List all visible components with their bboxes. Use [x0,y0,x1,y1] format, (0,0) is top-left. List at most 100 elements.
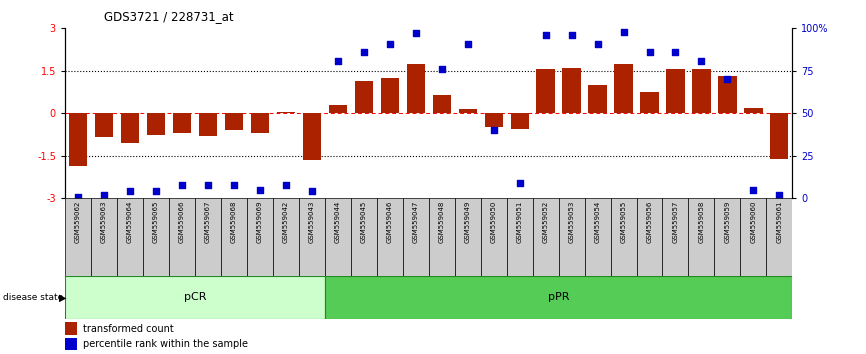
Bar [251,113,268,133]
Text: GSM559054: GSM559054 [595,201,600,243]
Text: pCR: pCR [184,292,206,302]
Point [435,66,449,72]
Point [461,41,475,46]
Bar [328,105,346,113]
Text: transformed count: transformed count [83,324,174,333]
Bar [403,198,429,276]
Text: GSM559051: GSM559051 [517,201,522,243]
Text: ▶: ▶ [59,292,67,302]
Bar [65,322,76,335]
Bar [637,198,662,276]
Bar [354,81,372,113]
Bar [770,113,788,159]
Point [383,41,397,46]
Bar [611,198,637,276]
Bar [719,76,736,113]
Text: GSM559057: GSM559057 [673,201,678,243]
Text: GDS3721 / 228731_at: GDS3721 / 228731_at [104,10,234,23]
Text: pPR: pPR [548,292,569,302]
Text: GSM559043: GSM559043 [309,201,314,243]
Point [175,182,189,188]
Bar [562,68,580,113]
Point [331,58,345,63]
Bar [325,198,351,276]
Text: GSM559049: GSM559049 [465,201,470,243]
Bar [662,198,688,276]
Point [539,32,553,38]
Text: GSM559064: GSM559064 [127,201,132,243]
Point [409,30,423,36]
Text: GSM559044: GSM559044 [335,201,340,243]
Bar [195,198,221,276]
Text: GSM559047: GSM559047 [413,201,418,243]
Bar [377,198,403,276]
Point [97,192,111,198]
Bar [198,113,216,136]
Text: GSM559055: GSM559055 [621,201,626,243]
Point [305,189,319,194]
Text: GSM559066: GSM559066 [179,201,184,243]
Text: GSM559042: GSM559042 [283,201,288,243]
Bar [766,198,792,276]
Point [357,49,371,55]
Text: GSM559050: GSM559050 [491,201,496,243]
Bar [351,198,377,276]
Point [591,41,604,46]
Bar [559,198,585,276]
Point [772,192,786,198]
Bar [588,85,606,113]
Bar [172,113,191,133]
Text: GSM559056: GSM559056 [647,201,652,243]
Point [617,29,630,35]
Bar [507,198,533,276]
Point [227,182,241,188]
Bar [95,113,113,137]
Text: GSM559058: GSM559058 [699,201,704,243]
Text: GSM559059: GSM559059 [725,201,730,243]
Bar [640,92,658,113]
Point [123,189,137,194]
Bar [714,198,740,276]
Bar [273,198,299,276]
Point [565,32,578,38]
Point [71,194,85,199]
Point [513,180,527,186]
Bar [247,198,273,276]
Bar [65,276,325,319]
Bar [536,69,554,113]
Bar [740,198,766,276]
Point [643,49,656,55]
Bar [221,198,247,276]
Text: GSM559052: GSM559052 [543,201,548,243]
Bar [68,113,87,166]
Bar [688,198,714,276]
Bar [65,338,76,350]
Bar [693,69,710,113]
Bar [459,109,476,113]
Bar [277,112,294,113]
Bar [325,276,792,319]
Text: disease state: disease state [3,293,63,302]
Text: GSM559053: GSM559053 [569,201,574,243]
Bar [407,64,424,113]
Bar [614,64,632,113]
Text: GSM559067: GSM559067 [205,201,210,243]
Point [253,187,267,193]
Bar [91,198,117,276]
Bar [744,108,762,113]
Bar [380,78,398,113]
Bar [169,198,195,276]
Text: GSM559062: GSM559062 [75,201,81,243]
Bar [143,198,169,276]
Bar [510,113,528,129]
Text: GSM559061: GSM559061 [777,201,782,243]
Text: GSM559063: GSM559063 [101,201,107,243]
Bar [455,198,481,276]
Text: GSM559046: GSM559046 [387,201,392,243]
Text: GSM559060: GSM559060 [751,201,756,243]
Bar [484,113,502,127]
Point [669,49,682,55]
Bar [303,113,320,160]
Bar [299,198,325,276]
Text: GSM559065: GSM559065 [153,201,158,243]
